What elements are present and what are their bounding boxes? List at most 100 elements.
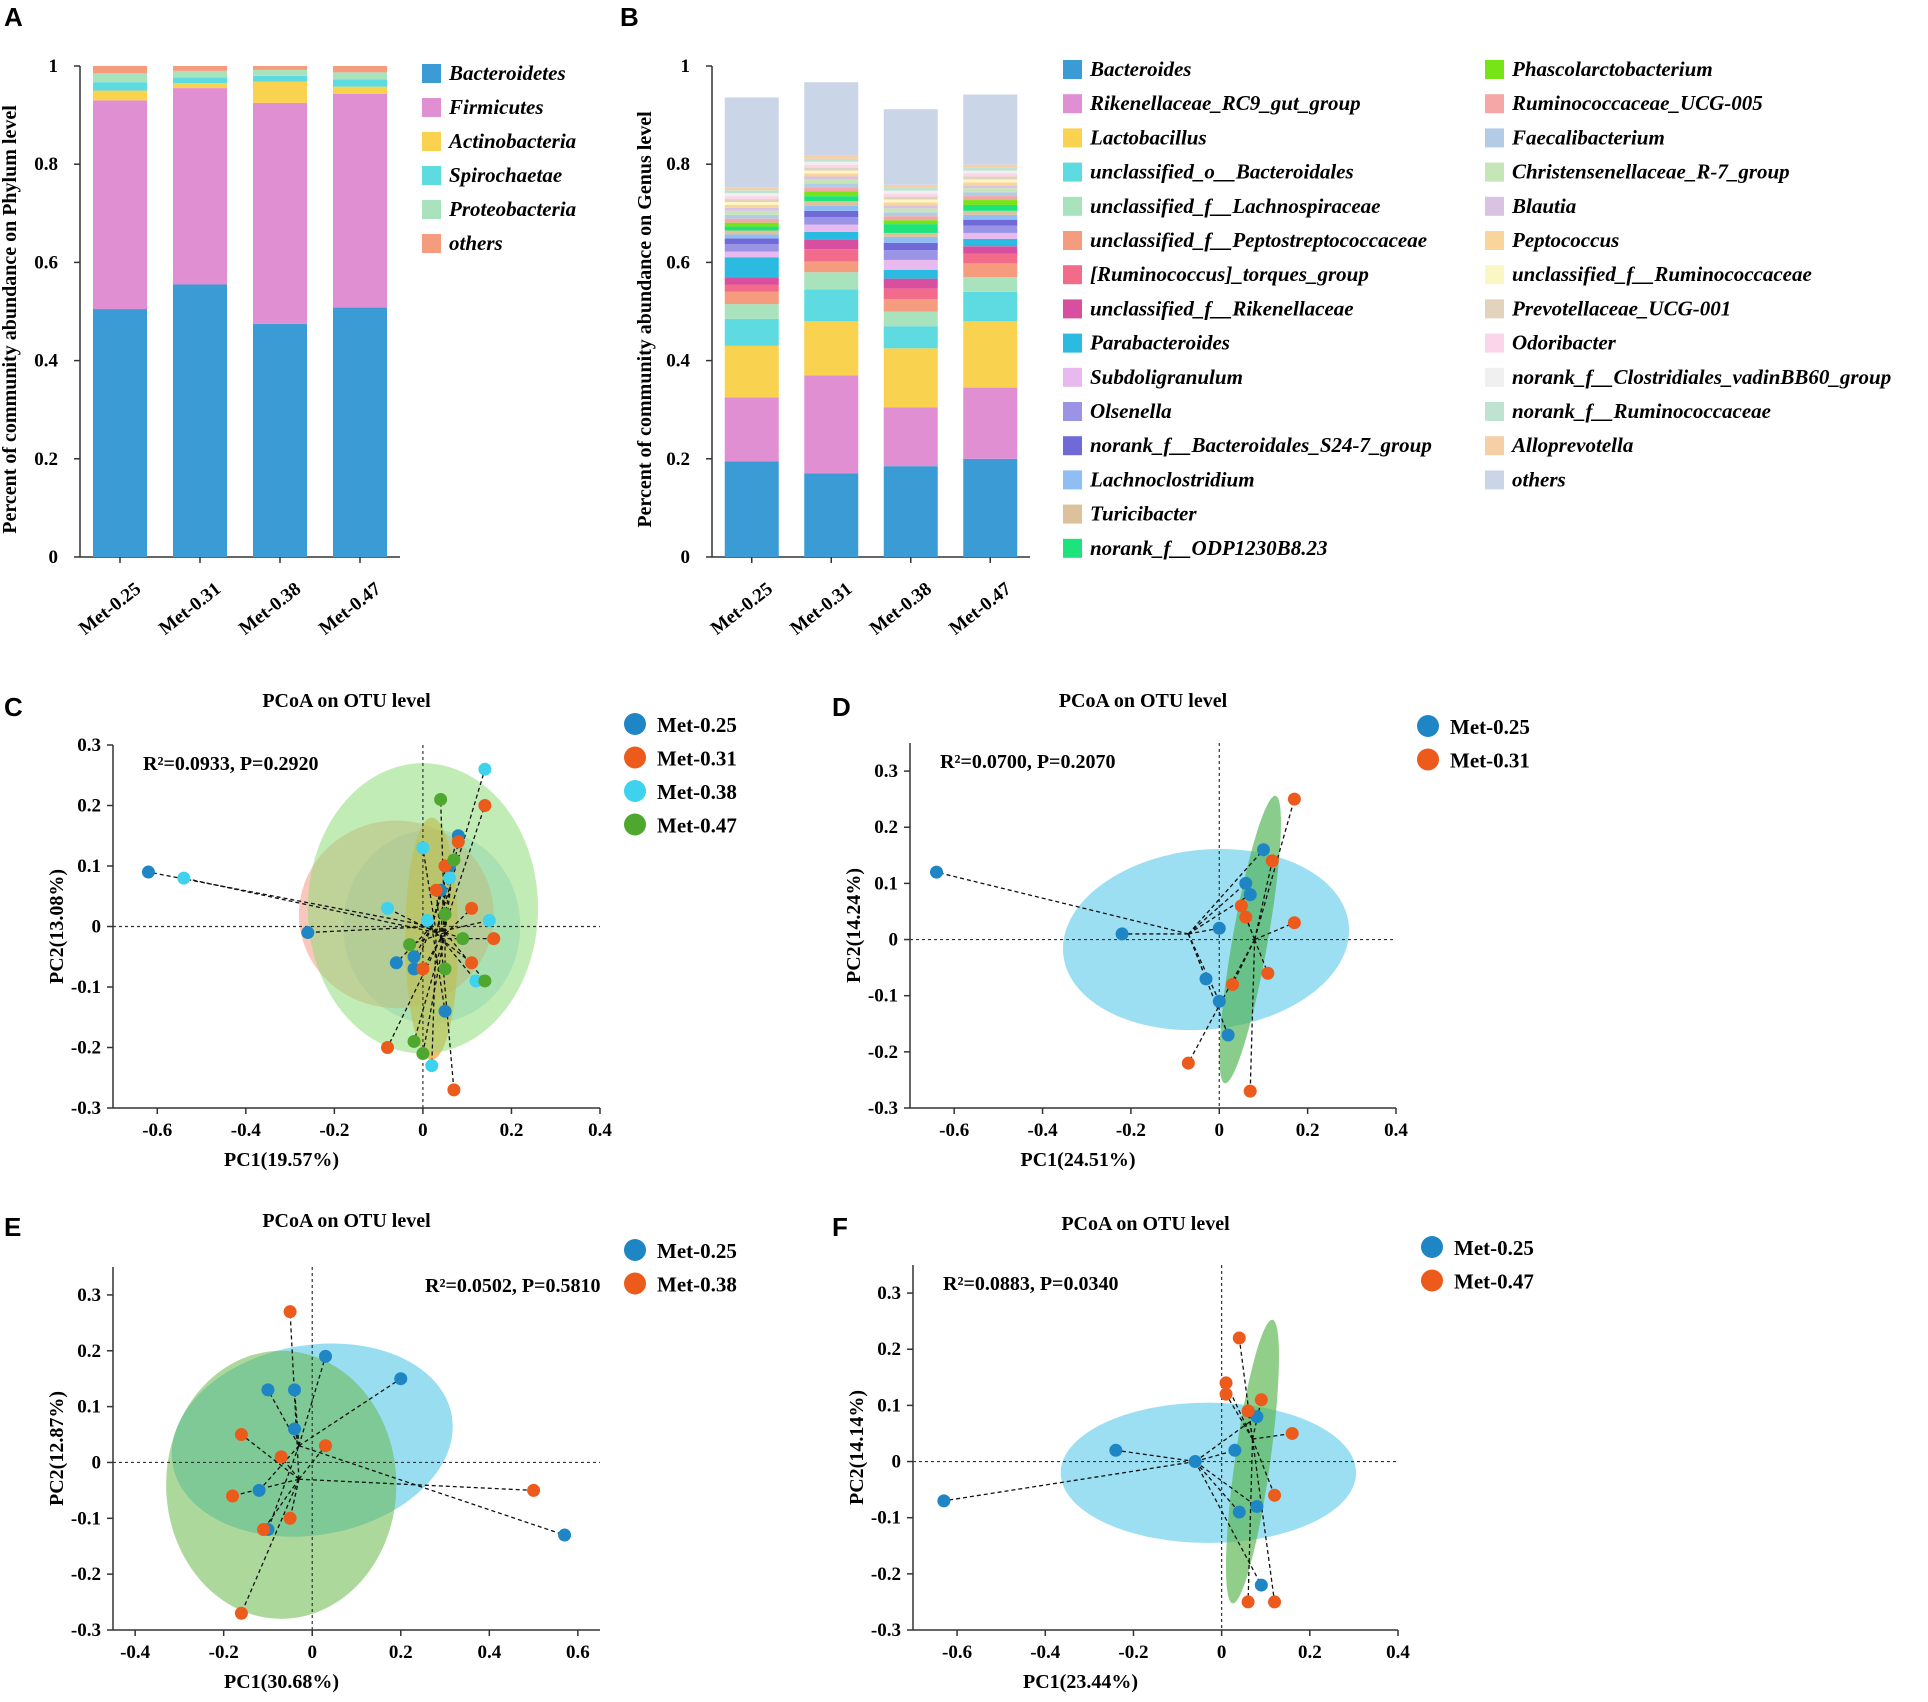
panel-d-spoke-line bbox=[936, 871, 1189, 935]
panel-e-point-met-0-25 bbox=[261, 1383, 275, 1397]
panel-f-x-tick-label: -0.6 bbox=[942, 1642, 972, 1663]
panel-a-bar-segment-bacteroidetes bbox=[333, 307, 387, 557]
panel-b-bar-segment-parabacteroides bbox=[724, 257, 779, 278]
panel-b-bar-segment-others bbox=[883, 109, 938, 185]
panel-a-x-tick-label: Met-0.38 bbox=[235, 578, 305, 639]
panel-d-pcoa-plot: -0.6 -0.4 -0.2 0 0.2 0.4 -0.3 -0.2 -0.1 0 0.1 0.2 0.… bbox=[843, 690, 1530, 1171]
panel-b-bar-segment-rikenellaceae-rc9-gut-group bbox=[804, 375, 859, 474]
panel-b-legend-swatch-unclassified-o-bacteroidales bbox=[1063, 162, 1082, 182]
panel-e-point-met-0-25 bbox=[288, 1422, 302, 1436]
panel-b-legend-label-odoribacter: Odoribacter bbox=[1512, 331, 1617, 355]
panel-b-legend-swatch-norank-f-bacteroidales-s24-7-group bbox=[1063, 436, 1082, 456]
panel-b-bar-segment-ruminococcaceae-ucg-005 bbox=[804, 187, 859, 192]
panel-d-point-met-0-31 bbox=[1181, 1056, 1195, 1070]
panel-b-bar-segment-unclassified-f-ruminococcaceae bbox=[963, 179, 1018, 183]
panel-f-spoke-line bbox=[1194, 1461, 1258, 1507]
panel-e-x-tick-label: 0 bbox=[307, 1642, 317, 1663]
panel-b-bar-segment-prevotellaceae-ucg-001 bbox=[963, 176, 1018, 180]
panel-a-bar-segment-others bbox=[173, 66, 227, 71]
panel-b-bar-segment-prevotellaceae-ucg-001 bbox=[724, 199, 779, 203]
panel-b-bar-segment-norank-f-clostridiales-vadinbb60-group bbox=[804, 161, 859, 165]
panel-b-bar-segment-norank-f-bacteroidales-s24-7-group bbox=[724, 238, 779, 245]
panel-d-point-met-0-25 bbox=[1212, 921, 1226, 935]
panel-b-legend-swatch-alloprevotella bbox=[1485, 436, 1504, 456]
panel-d-x-axis-label: PC1(24.51%) bbox=[1021, 1149, 1136, 1171]
panel-b-y-axis-label: Percent of community abundance on Genus … bbox=[634, 111, 656, 528]
panel-b-bar-segment-lachnoclostridium bbox=[883, 236, 938, 243]
panel-e-point-met-0-38 bbox=[283, 1305, 297, 1319]
panel-a-bar-segment-proteobacteria bbox=[253, 69, 307, 76]
panel-c-spoke-line bbox=[435, 877, 451, 933]
panel-e-spoke-line bbox=[232, 1478, 300, 1497]
panel-f-x-tick-label: 0.4 bbox=[1386, 1642, 1410, 1663]
panel-f-y-tick-label: 0 bbox=[892, 1452, 902, 1473]
panel-c-stat-annotation: R²=0.0933, P=0.2920 bbox=[143, 753, 318, 775]
panel-b-y-tick-label: 0.4 bbox=[666, 351, 690, 372]
panel-d-point-met-0-31 bbox=[1261, 966, 1275, 980]
panel-d-x-tick-label: 0.4 bbox=[1384, 1120, 1408, 1141]
panel-b-bar-segment-blautia bbox=[963, 185, 1018, 189]
panel-a-bar-segment-actinobacteria bbox=[93, 90, 147, 101]
panel-b-bar-segment-unclassified-o-bacteroidales bbox=[804, 289, 859, 322]
panel-c-point-met-0-38 bbox=[177, 871, 191, 885]
panel-b-bar-segment-christensenellaceae-r-7-group bbox=[804, 179, 859, 184]
panel-b-bar-segment-lachnoclostridium bbox=[724, 234, 779, 239]
panel-f-point-met-0-47 bbox=[1232, 1331, 1246, 1345]
panel-b-legend-swatch-unclassified-f-lachnospiraceae bbox=[1063, 196, 1082, 216]
panel-b-legend-swatch-unclassified-f-ruminococcaceae bbox=[1485, 265, 1504, 285]
panel-c-x-tick-label: 0.2 bbox=[500, 1120, 524, 1141]
panel-c-spoke-line bbox=[387, 907, 437, 934]
panel-f-x-tick-label: -0.2 bbox=[1118, 1642, 1148, 1663]
panel-e-point-met-0-25 bbox=[252, 1483, 266, 1497]
panel-f-y-tick-label: -0.2 bbox=[871, 1564, 901, 1585]
panel-e-spoke-line bbox=[293, 1389, 300, 1446]
panel-f-point-met-0-47 bbox=[1219, 1376, 1233, 1390]
panel-d-spoke-line bbox=[1187, 882, 1247, 935]
panel-c-point-met-0-31 bbox=[380, 1041, 394, 1054]
panel-b-legend-swatch-others bbox=[1485, 470, 1504, 490]
panel-b-legend-label-faecalibacterium: Faecalibacterium bbox=[1511, 125, 1665, 149]
panel-e-y-tick-label: 0.2 bbox=[77, 1341, 101, 1362]
panel-e-title: PCoA on OTU level bbox=[262, 1210, 431, 1232]
panel-c-y-tick-label: 0 bbox=[92, 917, 102, 938]
panel-e-spoke-line bbox=[240, 1434, 300, 1480]
panel-label-b: B bbox=[620, 2, 639, 32]
panel-b-bar-segment-norank-f-ruminococcaceae bbox=[804, 158, 859, 162]
panel-b-bar-segment-unclassified-f-rikenellaceae bbox=[804, 239, 859, 250]
panel-b-legend-label-unclassified-f-peptostreptococcaceae: unclassified_f__Peptostreptococcaceae bbox=[1090, 228, 1427, 252]
panel-b-bar-segment-unclassified-f-peptostreptococcaceae bbox=[883, 299, 938, 312]
panel-b-bar-segment-parabacteroides bbox=[963, 238, 1018, 247]
panel-e-ellipse-met-0-38 bbox=[166, 1350, 397, 1619]
panel-e-point-met-0-25 bbox=[288, 1383, 302, 1397]
panel-b-bar-segment-peptococcus bbox=[883, 202, 938, 206]
panel-b-legend-label-lactobacillus: Lactobacillus bbox=[1089, 125, 1207, 149]
panel-a-bar-segment-firmicutes bbox=[333, 93, 387, 308]
panel-d-point-met-0-31 bbox=[1265, 854, 1279, 868]
panel-f-spoke-line bbox=[1251, 1438, 1276, 1496]
panel-b-bar-segment-unclassified-f-lachnospiraceae bbox=[804, 272, 859, 290]
panel-c-point-met-0-31 bbox=[429, 883, 443, 897]
panel-f-spoke-line bbox=[1194, 1416, 1258, 1463]
panel-f-legend-marker-met-0-47 bbox=[1421, 1269, 1443, 1292]
panel-label-a: A bbox=[4, 2, 23, 32]
panel-b-bar-segment-norank-f-clostridiales-vadinbb60-group bbox=[724, 193, 779, 197]
panel-c-point-met-0-47 bbox=[434, 792, 448, 806]
panel-a-legend-label-actinobacteria: Actinobacteria bbox=[447, 129, 576, 153]
panel-b-legend-label-unclassified-o-bacteroidales: unclassified_o__Bacteroidales bbox=[1090, 160, 1354, 184]
panel-b-bar-segment-alloprevotella bbox=[804, 155, 859, 159]
panel-b-legend-swatch-phascolarctobacterium bbox=[1485, 60, 1504, 79]
panel-c-spoke-line bbox=[435, 769, 486, 933]
panel-b-legend-label-unclassified-f-rikenellaceae: unclassified_f__Rikenellaceae bbox=[1090, 296, 1354, 320]
panel-c-y-tick-label: -0.3 bbox=[71, 1098, 101, 1119]
panel-d-point-met-0-31 bbox=[1243, 1084, 1257, 1098]
panel-e-x-tick-label: 0.4 bbox=[477, 1642, 501, 1663]
panel-b-bar-segment-bacteroides bbox=[724, 461, 779, 557]
panel-c-point-met-0-38 bbox=[442, 871, 456, 885]
panel-b-bar-segment-parabacteroides bbox=[883, 269, 938, 279]
panel-f-x-tick-label: 0 bbox=[1217, 1642, 1227, 1663]
panel-b-legend-label-ruminococcus-torques-group: [Ruminococcus]_torques_group bbox=[1090, 262, 1369, 286]
panel-a-y-tick-label: 0 bbox=[49, 547, 59, 568]
panel-e-pcoa-plot: -0.4 -0.2 0 0.2 0.4 0.6 -0.3 -0.2 -0.1 0 0.1 0.2 0.3… bbox=[46, 1210, 737, 1693]
panel-a-bar-segment-actinobacteria bbox=[253, 81, 307, 103]
panel-e-point-met-0-38 bbox=[234, 1606, 248, 1620]
